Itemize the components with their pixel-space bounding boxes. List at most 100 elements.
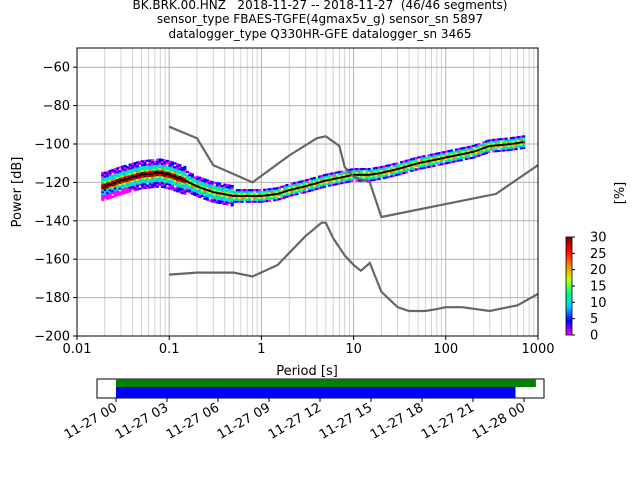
histogram-cell: [440, 153, 444, 156]
histogram-cell: [133, 177, 137, 180]
histogram-cell: [283, 184, 287, 188]
histogram-cell: [168, 160, 172, 163]
histogram-cell: [342, 179, 346, 182]
histogram-cell: [492, 140, 496, 143]
histogram-cell: [108, 181, 112, 184]
histogram-cell: [118, 185, 122, 188]
histogram-cell: [175, 186, 179, 189]
histogram-cell: [195, 177, 199, 180]
histogram-cell: [143, 159, 147, 163]
histogram-cell: [417, 163, 421, 167]
histogram-cell: [400, 172, 404, 175]
histogram-cell: [432, 155, 436, 158]
histogram-cell: [160, 168, 164, 171]
histogram-cell: [258, 191, 262, 194]
histogram-cell: [108, 185, 112, 188]
histogram-cell: [220, 200, 224, 203]
histogram-cell: [160, 178, 164, 181]
histogram-cell: [298, 182, 302, 185]
title-line-2: sensor_type FBAES-TGFE(4gmax5v_g) sensor…: [156, 12, 484, 26]
x-tick-label: 0.01: [63, 342, 92, 357]
histogram-cell: [146, 184, 150, 187]
histogram-cell: [111, 190, 115, 193]
histogram-cell: [283, 194, 287, 197]
histogram-cell: [230, 186, 234, 190]
histogram-cell: [108, 175, 112, 178]
histogram-cell: [235, 198, 239, 201]
histogram-cell: [340, 178, 344, 181]
histogram-cell: [146, 186, 150, 189]
histogram-cell: [337, 182, 341, 185]
timeline-tick-label: 11-27 06: [164, 400, 222, 442]
histogram-cell: [263, 196, 267, 199]
histogram-cell: [111, 180, 115, 183]
histogram-cell: [198, 178, 202, 181]
histogram-cell: [449, 149, 453, 152]
histogram-cell: [447, 159, 451, 162]
histogram-cell: [474, 151, 478, 154]
histogram-cell: [522, 137, 526, 140]
histogram-cell: [243, 189, 247, 192]
timeline-tick-label: 11-27 03: [113, 400, 171, 442]
histogram-cell: [332, 173, 336, 177]
timeline-tick-label: 11-27 09: [215, 400, 273, 442]
histogram-cell: [156, 160, 160, 163]
histogram-cell: [325, 177, 329, 180]
y-axis-label: Power [dB]: [10, 157, 25, 228]
histogram-cell: [126, 171, 130, 175]
histogram-cell: [118, 181, 122, 184]
histogram-cell: [295, 191, 299, 194]
histogram-cell: [183, 169, 187, 172]
histogram-cell: [158, 160, 162, 163]
histogram-cell: [126, 191, 130, 194]
histogram-cell: [111, 168, 115, 172]
histogram-cell: [342, 171, 346, 175]
histogram-cell: [153, 178, 157, 181]
histogram-cell: [273, 195, 277, 198]
histogram-cell: [507, 148, 511, 152]
histogram-cell: [215, 186, 219, 189]
histogram-cell: [116, 194, 120, 197]
histogram-cell: [320, 174, 324, 178]
histogram-cell: [215, 182, 219, 185]
histogram-cell: [345, 177, 349, 180]
histogram-cell: [208, 187, 212, 191]
histogram-cell: [370, 179, 374, 182]
histogram-cell: [522, 141, 526, 144]
histogram-cell: [372, 169, 376, 172]
histogram-cell: [293, 193, 297, 196]
histogram-cell: [101, 196, 105, 199]
histogram-cell: [327, 182, 331, 185]
histogram-cell: [101, 171, 105, 174]
histogram-cell: [116, 188, 120, 191]
histogram-cell: [131, 185, 135, 189]
histogram-cell: [133, 179, 137, 182]
histogram-cell: [430, 155, 434, 158]
histogram-cell: [116, 172, 120, 176]
histogram-cell: [136, 178, 140, 181]
histogram-cell: [160, 158, 164, 162]
histogram-cell: [302, 189, 306, 192]
histogram-cell: [375, 178, 379, 181]
histogram-cell: [512, 138, 516, 141]
histogram-cell: [116, 171, 120, 174]
histogram-cell: [342, 177, 346, 180]
histogram-cell: [440, 163, 444, 166]
histogram-cell: [489, 148, 493, 151]
histogram-cell: [410, 162, 414, 165]
histogram-cell: [141, 162, 145, 165]
histogram-cell: [435, 156, 439, 159]
histogram-cell: [350, 179, 354, 183]
histogram-cell: [250, 192, 254, 196]
histogram-cell: [113, 179, 117, 182]
histogram-cell: [372, 178, 376, 181]
histogram-cell: [106, 178, 110, 181]
histogram-cell: [203, 193, 207, 196]
histogram-cell: [160, 160, 164, 163]
histogram-cell: [502, 137, 506, 141]
histogram-cell: [178, 185, 182, 188]
histogram-cell: [108, 190, 112, 194]
x-tick-label: 0.1: [159, 342, 180, 357]
histogram-cell: [484, 151, 488, 155]
histogram-cell: [220, 194, 224, 197]
